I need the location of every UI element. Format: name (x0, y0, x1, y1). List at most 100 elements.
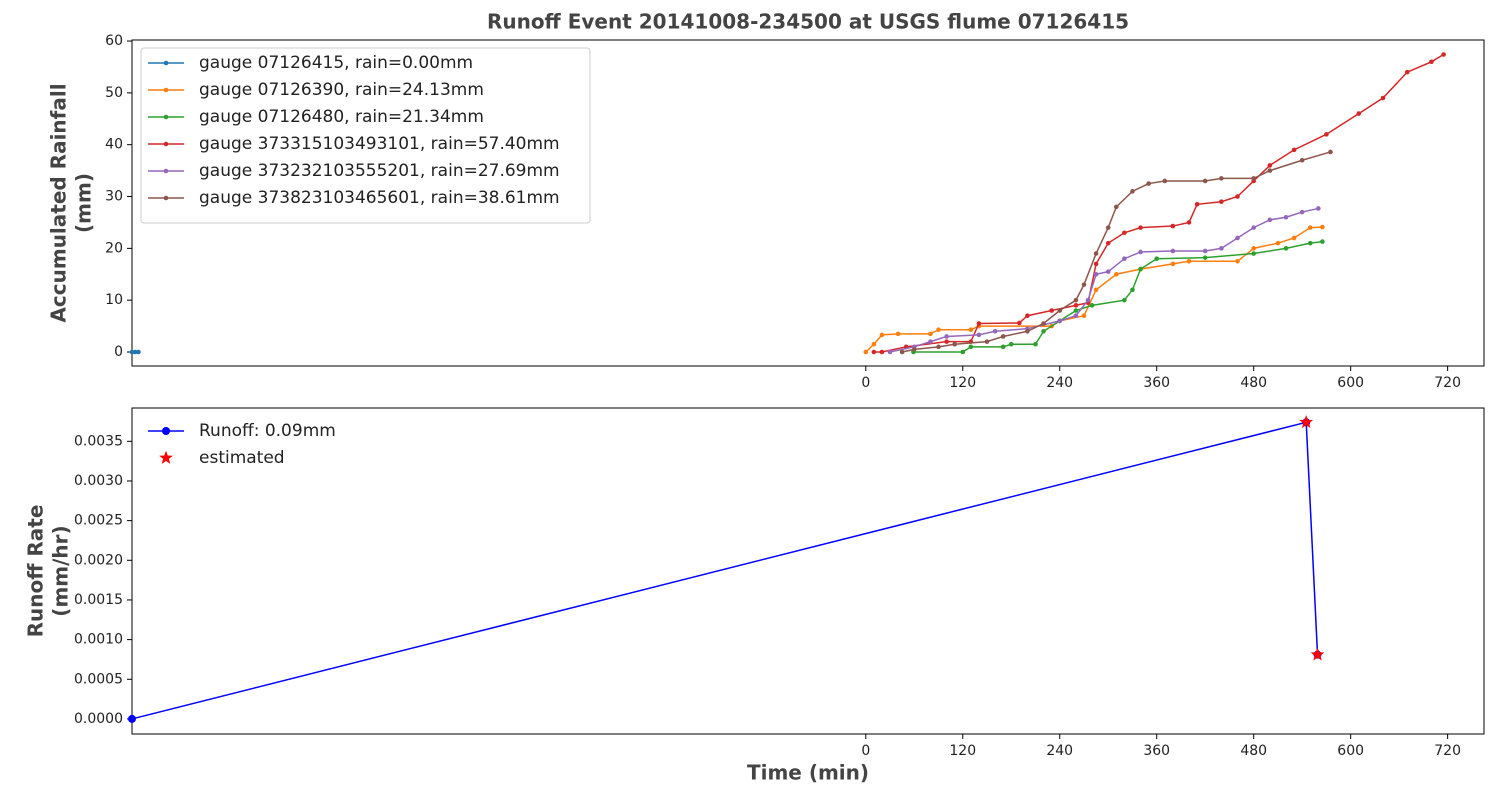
point (992, 328, 998, 334)
y-tick-label: 0.0025 (74, 513, 123, 529)
point (1093, 271, 1099, 277)
legend-marker (163, 60, 169, 66)
x-tick-label: 720 (1434, 743, 1461, 759)
y-tick-label: 0 (114, 344, 123, 360)
point (944, 339, 949, 344)
legend-marker (159, 450, 173, 464)
point (1170, 261, 1176, 267)
legend-label: gauge 07126480, rain=21.34mm (199, 107, 484, 127)
point (1202, 248, 1208, 254)
point (1154, 256, 1160, 262)
legend-frame (140, 47, 591, 224)
x-tick-label: 240 (1046, 375, 1073, 391)
point (1170, 248, 1176, 254)
y-axis-label: (mm) (72, 173, 96, 233)
legend-label: gauge 373823103465601, rain=38.61mm (199, 188, 560, 208)
legend-marker (163, 195, 169, 201)
point (871, 349, 877, 355)
point (1105, 225, 1111, 230)
legend-marker (163, 87, 169, 93)
point (1251, 176, 1256, 181)
point (1041, 321, 1046, 326)
x-axis-label: Time (min) (747, 761, 869, 785)
point (944, 334, 949, 339)
legend-marker (162, 427, 170, 435)
point (1085, 297, 1091, 303)
point (1138, 249, 1143, 255)
y-tick-label: 0.0005 (74, 671, 123, 687)
point (887, 349, 893, 355)
point (1320, 224, 1325, 230)
legend-label: estimated (199, 448, 285, 468)
point (1316, 206, 1321, 211)
legend-marker (163, 114, 169, 120)
y-tick-label: 60 (105, 33, 123, 49)
point (1283, 214, 1289, 220)
point (1235, 259, 1240, 264)
point (911, 347, 917, 352)
x-tick-label: 480 (1240, 743, 1267, 759)
point (1122, 256, 1127, 262)
point (1057, 308, 1063, 313)
point (895, 331, 901, 337)
point (1017, 320, 1022, 326)
point (976, 321, 982, 326)
point (928, 339, 933, 344)
point (1089, 303, 1095, 308)
point (1114, 204, 1119, 210)
point (936, 327, 941, 333)
y-tick-label: 30 (105, 189, 123, 205)
point (1380, 95, 1386, 101)
legend-label: Runoff: 0.09mm (199, 421, 336, 441)
point (128, 714, 136, 723)
y-tick-label: 50 (105, 85, 123, 101)
point (1307, 240, 1313, 246)
point (136, 349, 141, 355)
point (1186, 259, 1192, 264)
point (1275, 240, 1281, 246)
point (1041, 328, 1046, 334)
point (960, 349, 966, 355)
point (1073, 297, 1079, 303)
point (1291, 235, 1297, 241)
point (1073, 313, 1079, 319)
legend-label: gauge 373232103555201, rain=27.69mm (199, 161, 560, 181)
point (1073, 303, 1079, 308)
point (1194, 201, 1200, 207)
point (968, 344, 974, 350)
point (1105, 240, 1111, 246)
point (1093, 251, 1099, 256)
point (1235, 235, 1240, 241)
point (1000, 344, 1006, 350)
y-tick-label: 40 (105, 137, 123, 153)
point (952, 341, 957, 347)
point (1138, 266, 1143, 272)
y-tick-label: 0.0020 (74, 552, 123, 568)
point (1093, 261, 1099, 267)
point (1267, 168, 1273, 173)
x-tick-label: 0 (861, 375, 870, 391)
point (1081, 282, 1087, 287)
point (1202, 178, 1208, 184)
y-tick-label: 10 (105, 292, 123, 308)
x-tick-label: 600 (1337, 743, 1364, 759)
point (1130, 287, 1135, 293)
point (879, 332, 885, 338)
x-tick-label: 120 (949, 375, 976, 391)
point (1202, 255, 1208, 260)
x-tick-label: 0 (861, 743, 870, 759)
y-tick-label: 0.0035 (74, 433, 123, 449)
point (1404, 69, 1410, 75)
point (1170, 223, 1176, 229)
point (1025, 328, 1030, 334)
point (1320, 239, 1325, 244)
point (879, 349, 885, 355)
point (1122, 230, 1127, 236)
x-tick-label: 240 (1046, 743, 1073, 759)
x-tick-label: 720 (1434, 375, 1461, 391)
series-line (889, 207, 1319, 353)
point (1008, 341, 1014, 347)
point (1138, 225, 1143, 230)
point (976, 332, 982, 338)
